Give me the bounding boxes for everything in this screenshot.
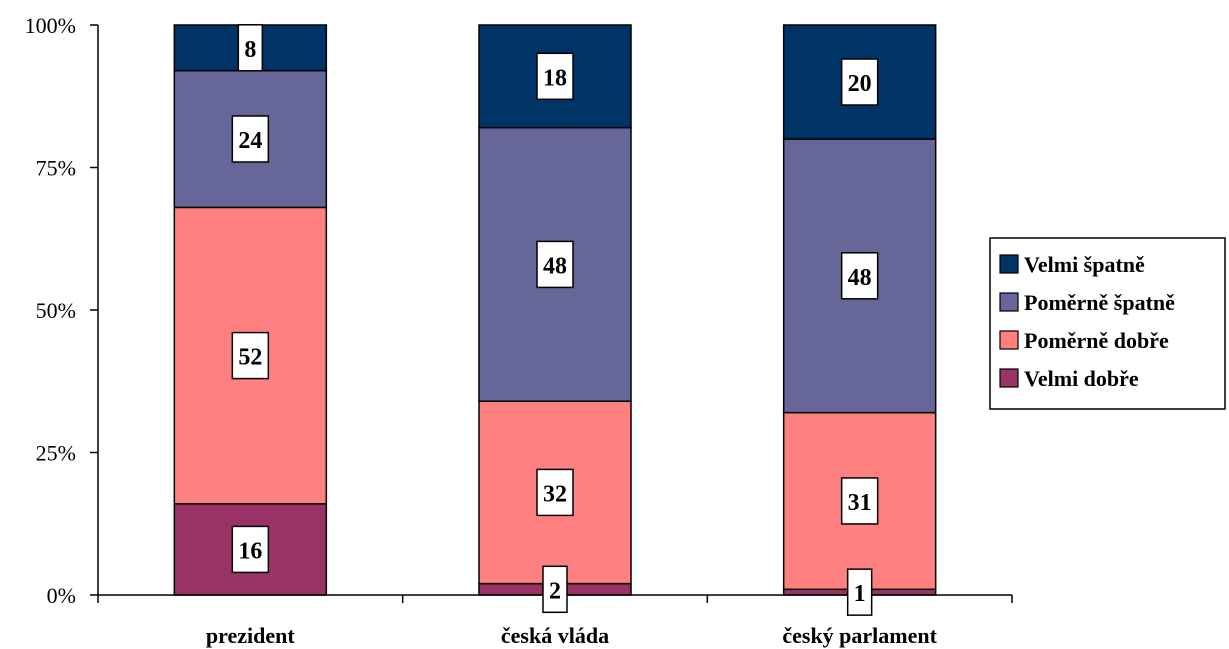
data-label-box	[536, 240, 574, 289]
legend-entry-label: Velmi špatně	[1024, 252, 1145, 277]
x-category-label: česká vláda	[501, 623, 609, 648]
data-label-text: 18	[543, 65, 567, 91]
data-label: 2	[542, 565, 568, 614]
data-label-text: 32	[543, 481, 567, 507]
legend-entry-label: Poměrně špatně	[1024, 290, 1175, 315]
y-tick-label: 100%	[25, 13, 76, 38]
y-tick-label: 50%	[36, 298, 76, 323]
data-label-text: 20	[848, 71, 872, 97]
data-label: 48	[536, 240, 574, 289]
legend-swatch	[999, 254, 1019, 274]
data-label: 1	[846, 568, 873, 616]
data-label-box	[237, 24, 264, 72]
data-label-box	[840, 58, 879, 106]
data-label-box	[840, 477, 879, 525]
legend: Velmi špatně Poměrně špatně Poměrně dobře V…	[989, 237, 1226, 410]
data-label-box	[840, 252, 879, 300]
y-tick-label: 25%	[36, 441, 76, 466]
data-label-text: 8	[244, 37, 256, 63]
data-label-text: 31	[848, 490, 872, 516]
legend-entry-label: Velmi dobře	[1024, 366, 1139, 391]
legend-swatch	[999, 330, 1019, 350]
legend-swatch	[999, 368, 1019, 388]
legend-entry-label: Poměrně dobře	[1024, 328, 1169, 353]
data-label-text: 2	[549, 578, 561, 604]
data-label: 31	[840, 477, 879, 525]
data-label-text: 24	[238, 128, 262, 154]
data-label-text: 1	[854, 581, 866, 607]
data-label: 48	[840, 252, 879, 300]
data-label-text: 48	[848, 265, 872, 291]
data-label-text: 16	[238, 538, 262, 564]
data-label: 32	[536, 468, 574, 517]
data-label-box	[536, 468, 574, 517]
data-label-text: 52	[238, 345, 262, 371]
data-label: 24	[231, 115, 270, 163]
data-label-box	[231, 331, 270, 380]
data-label: 20	[840, 58, 879, 106]
legend-swatch	[999, 292, 1019, 312]
data-label-box	[846, 568, 873, 616]
x-category-label: prezident	[206, 623, 295, 648]
data-label-box	[542, 565, 568, 614]
data-label: 8	[237, 24, 264, 72]
data-label: 16	[231, 525, 270, 574]
data-label: 18	[536, 52, 574, 101]
data-label-box	[536, 52, 574, 101]
legend-box	[989, 237, 1226, 410]
y-tick-label: 75%	[36, 156, 76, 181]
data-label-box	[231, 525, 270, 574]
x-categories: prezident česká vláda český parlament	[97, 595, 1013, 648]
x-category-label: český parlament	[782, 623, 937, 648]
data-label-box	[231, 115, 270, 163]
data-label-text: 48	[543, 253, 567, 279]
y-ticks: 0% 25% 50% 75% 100%	[25, 13, 98, 608]
data-labels: 16 52 24 8 2 32 48 18 1 31 48 20	[231, 24, 879, 616]
data-label: 52	[231, 331, 270, 380]
y-tick-label: 0%	[47, 583, 76, 608]
plot-area	[173, 24, 937, 596]
